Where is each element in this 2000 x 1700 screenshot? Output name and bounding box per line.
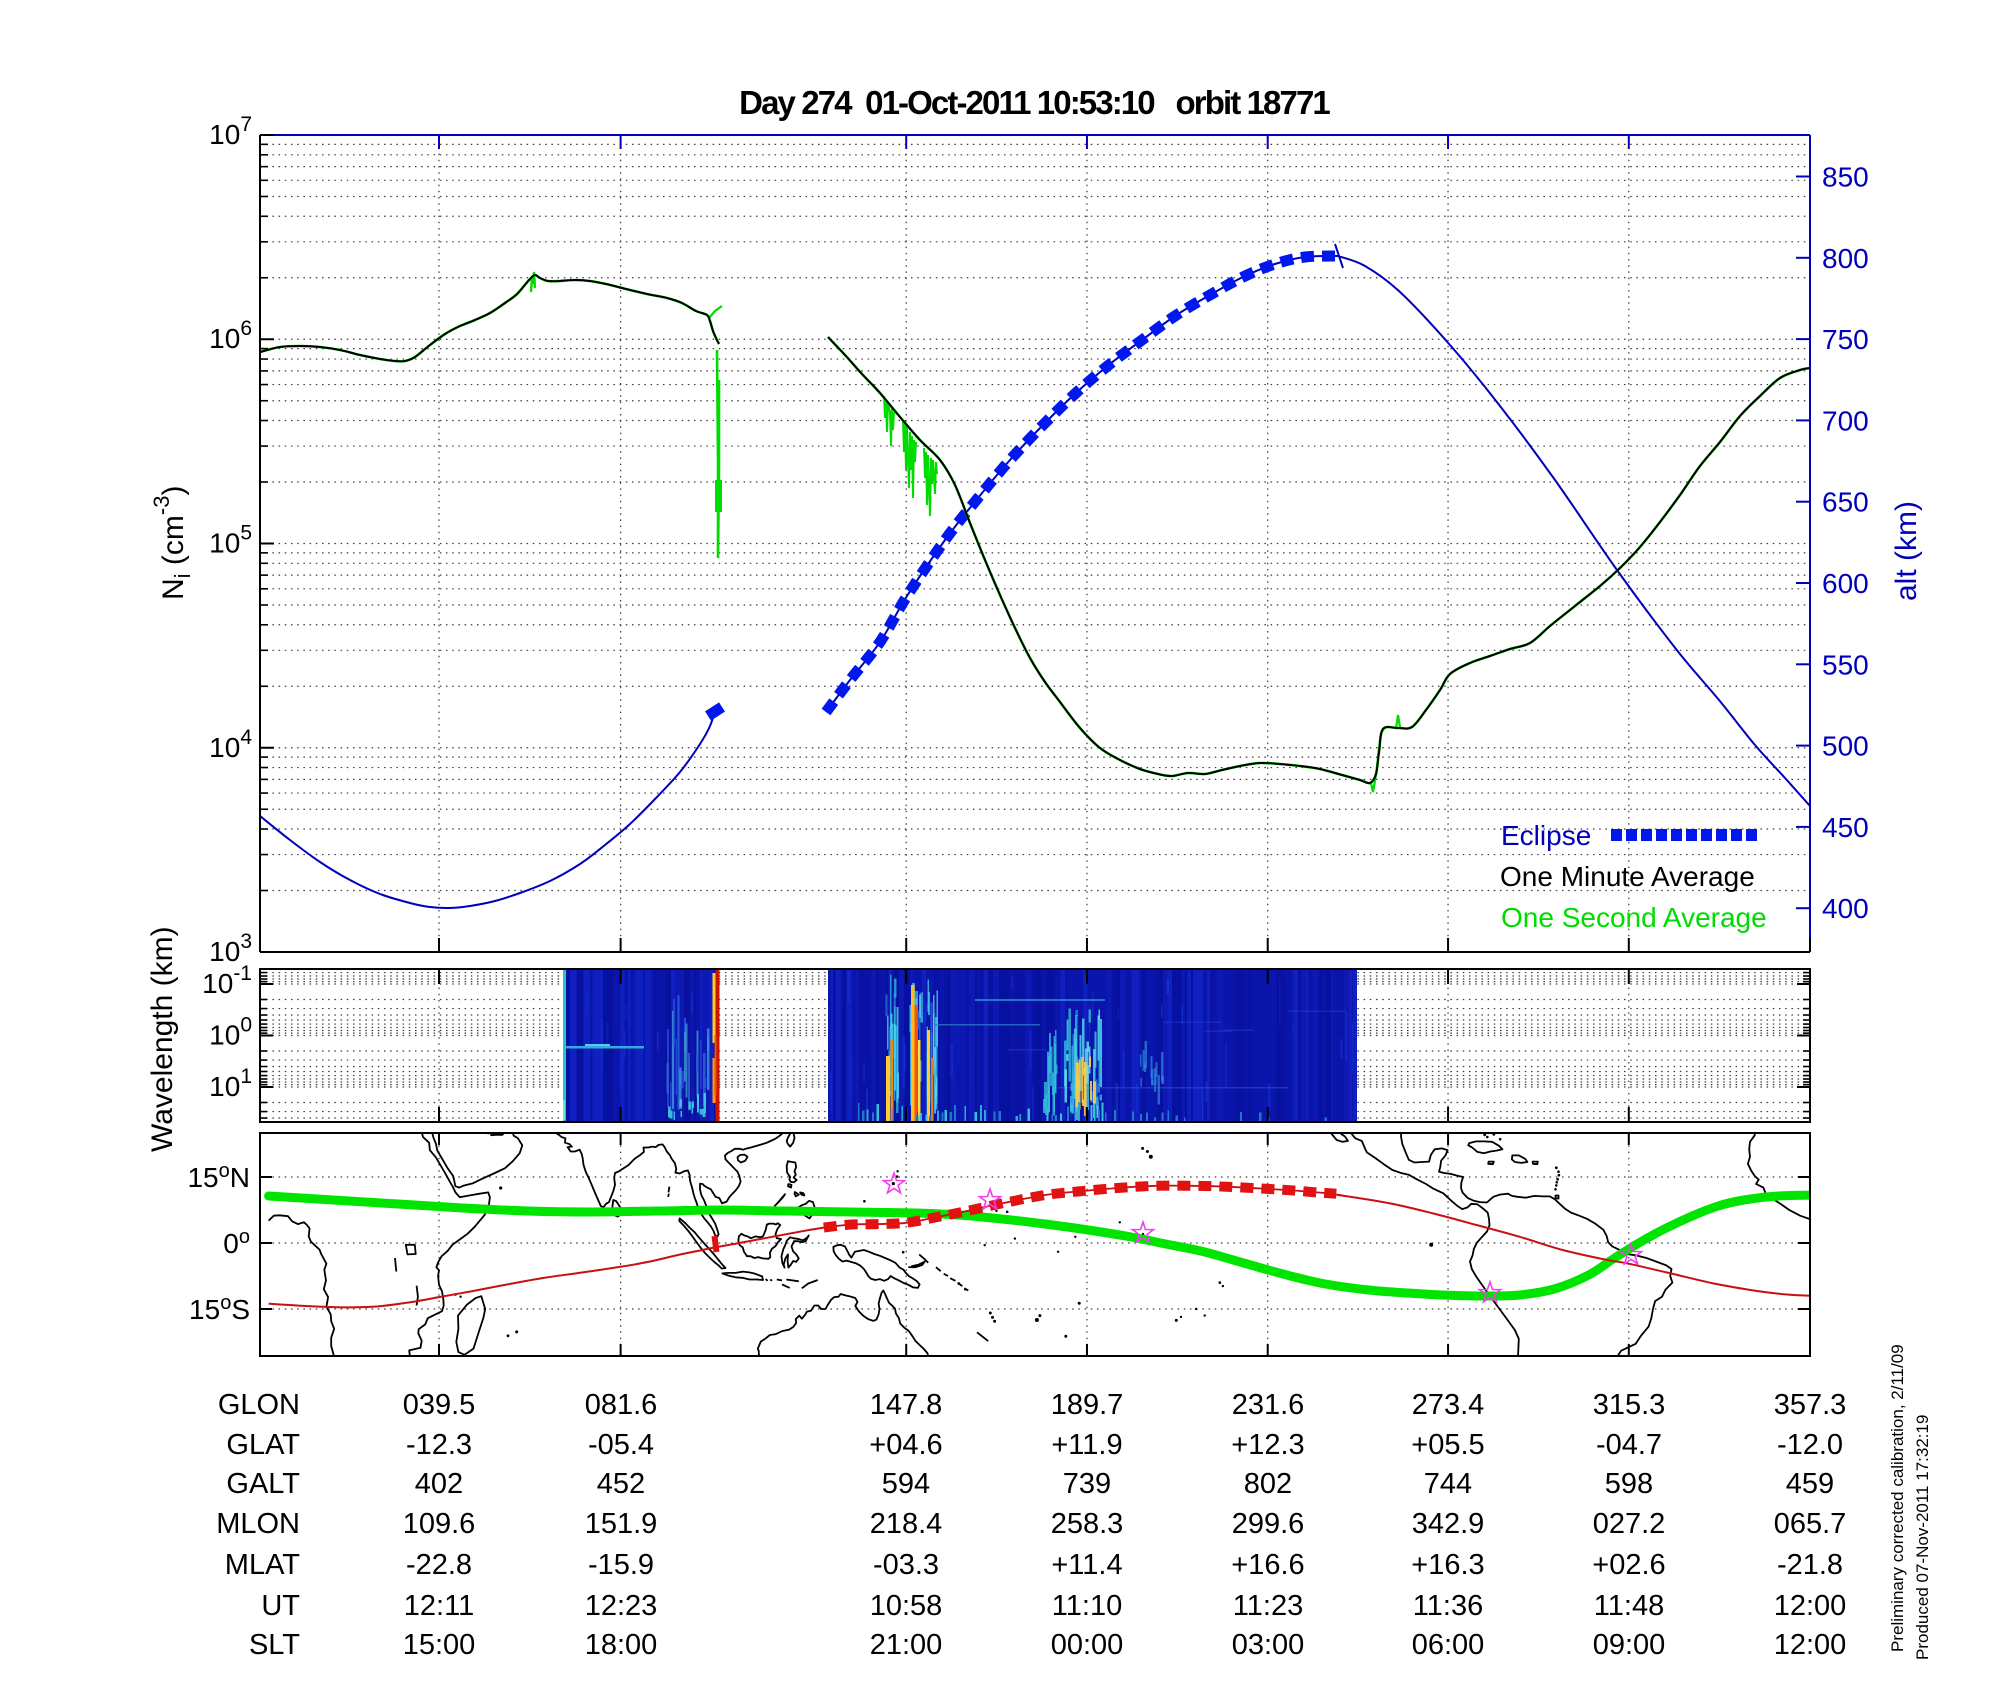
svg-text:231.6: 231.6 [1232,1389,1305,1421]
svg-text:500: 500 [1822,731,1869,762]
svg-text:-04.7: -04.7 [1596,1429,1662,1461]
svg-text:11:48: 11:48 [1594,1590,1664,1622]
svg-text:Wavelength (km): Wavelength (km) [146,926,179,1152]
svg-text:12:23: 12:23 [585,1590,658,1622]
svg-text:MLAT: MLAT [225,1549,300,1581]
svg-text:802: 802 [1244,1468,1292,1500]
svg-text:700: 700 [1822,405,1869,436]
svg-text:MLON: MLON [216,1508,300,1540]
svg-text:-12.0: -12.0 [1777,1429,1843,1461]
svg-text:065.7: 065.7 [1774,1508,1847,1540]
svg-text:850: 850 [1822,162,1869,193]
svg-text:21:00: 21:00 [870,1629,943,1661]
svg-text:273.4: 273.4 [1412,1389,1485,1421]
svg-text:299.6: 299.6 [1232,1508,1305,1540]
svg-text:11:10: 11:10 [1052,1590,1122,1622]
svg-text:12:00: 12:00 [1774,1590,1847,1622]
svg-text:One Second Average: One Second Average [1501,902,1767,933]
svg-text:450: 450 [1822,812,1869,843]
svg-text:03:00: 03:00 [1232,1629,1305,1661]
svg-text:218.4: 218.4 [870,1508,943,1540]
svg-text:10-1: 10-1 [202,962,252,999]
svg-text:+05.5: +05.5 [1411,1429,1484,1461]
svg-text:Produced 07-Nov-2011 17:32:19: Produced 07-Nov-2011 17:32:19 [1913,1415,1932,1660]
svg-text:-05.4: -05.4 [588,1429,654,1461]
svg-text:744: 744 [1424,1468,1472,1500]
svg-text:147.8: 147.8 [870,1389,943,1421]
svg-text:GALT: GALT [226,1468,300,1500]
svg-text:-22.8: -22.8 [406,1549,472,1581]
svg-text:+02.6: +02.6 [1592,1549,1665,1581]
svg-text:800: 800 [1822,243,1869,274]
svg-text:600: 600 [1822,568,1869,599]
svg-text:15:00: 15:00 [403,1629,476,1661]
svg-text:GLAT: GLAT [226,1429,300,1461]
svg-text:258.3: 258.3 [1051,1508,1124,1540]
svg-text:750: 750 [1822,324,1869,355]
svg-text:12:11: 12:11 [404,1590,474,1622]
svg-text:00:00: 00:00 [1051,1629,1124,1661]
svg-text:Ni (cm-3): Ni (cm-3) [149,486,195,600]
svg-text:109.6: 109.6 [403,1508,476,1540]
svg-text:09:00: 09:00 [1593,1629,1666,1661]
svg-text:739: 739 [1063,1468,1111,1500]
svg-text:18:00: 18:00 [585,1629,658,1661]
svg-text:-03.3: -03.3 [873,1549,939,1581]
svg-text:-12.3: -12.3 [406,1429,472,1461]
svg-text:650: 650 [1822,487,1869,518]
svg-text:402: 402 [415,1468,463,1500]
svg-text:GLON: GLON [218,1389,300,1421]
svg-text:081.6: 081.6 [585,1389,658,1421]
svg-text:459: 459 [1786,1468,1834,1500]
svg-text:-21.8: -21.8 [1777,1549,1843,1581]
svg-text:+12.3: +12.3 [1231,1429,1304,1461]
svg-text:alt (km): alt (km) [1890,501,1923,601]
svg-text:11:36: 11:36 [1413,1590,1483,1622]
svg-text:151.9: 151.9 [585,1508,658,1540]
svg-text:Preliminary corrected calibrat: Preliminary corrected calibration, 2/11/… [1888,1344,1907,1652]
svg-text:+11.9: +11.9 [1051,1429,1122,1461]
svg-text:-15.9: -15.9 [588,1549,654,1581]
svg-text:06:00: 06:00 [1412,1629,1485,1661]
svg-text:One Minute Average: One Minute Average [1500,861,1755,892]
svg-text:+04.6: +04.6 [869,1429,942,1461]
svg-text:189.7: 189.7 [1051,1389,1124,1421]
svg-text:594: 594 [882,1468,930,1500]
svg-text:+16.3: +16.3 [1411,1549,1484,1581]
svg-text:11:23: 11:23 [1233,1590,1303,1622]
svg-text:+11.4: +11.4 [1051,1549,1122,1581]
svg-text:452: 452 [597,1468,645,1500]
svg-text:Day 274 01-Oct-2011 10:53:10: Day 274 01-Oct-2011 10:53:10 orbit 18771 [739,84,1330,121]
svg-text:550: 550 [1822,649,1869,680]
svg-text:598: 598 [1605,1468,1653,1500]
svg-text:12:00: 12:00 [1774,1629,1847,1661]
svg-text:+16.6: +16.6 [1231,1549,1304,1581]
svg-text:357.3: 357.3 [1774,1389,1847,1421]
svg-text:10:58: 10:58 [870,1590,943,1622]
svg-text:315.3: 315.3 [1593,1389,1666,1421]
svg-text:15oS: 15oS [189,1292,250,1325]
svg-text:342.9: 342.9 [1412,1508,1485,1540]
svg-text:SLT: SLT [249,1629,300,1661]
svg-text:027.2: 027.2 [1593,1508,1666,1540]
svg-text:Eclipse: Eclipse [1501,820,1591,851]
svg-text:039.5: 039.5 [403,1389,476,1421]
svg-text:UT: UT [261,1590,300,1622]
svg-text:400: 400 [1822,893,1869,924]
